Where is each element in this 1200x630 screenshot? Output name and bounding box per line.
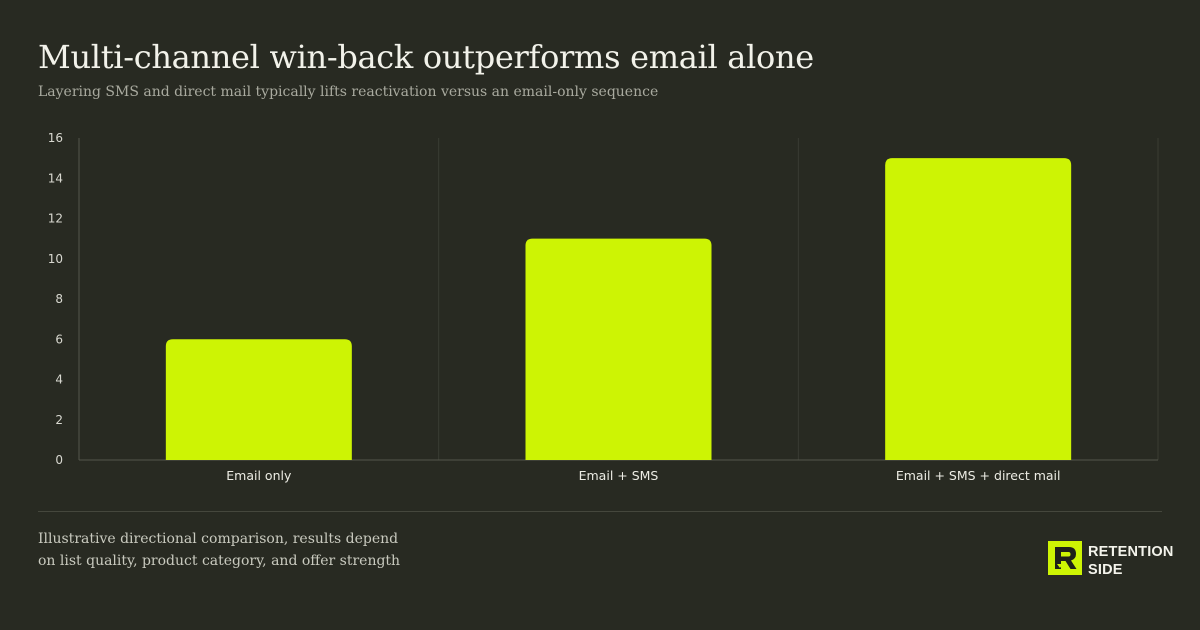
bar bbox=[525, 238, 712, 460]
y-tick-label: 2 bbox=[55, 413, 63, 427]
y-tick-label: 6 bbox=[55, 332, 63, 346]
x-tick-label: Email + SMS + direct mail bbox=[896, 468, 1061, 483]
y-tick-label: 16 bbox=[48, 131, 63, 145]
x-tick-label: Email only bbox=[226, 468, 292, 483]
y-tick-label: 0 bbox=[55, 453, 63, 467]
brand-name-line1: RETENTION bbox=[1088, 543, 1174, 560]
chart-subtitle: Layering SMS and direct mail typically l… bbox=[38, 84, 659, 100]
footnote: Illustrative directional comparison, res… bbox=[38, 531, 401, 569]
y-tick-label: 10 bbox=[48, 252, 63, 266]
retention-side-logo-icon bbox=[1048, 541, 1082, 580]
y-tick-label: 8 bbox=[55, 292, 63, 306]
footer-divider bbox=[38, 511, 1162, 512]
y-tick-label: 14 bbox=[48, 171, 63, 185]
y-tick-label: 4 bbox=[55, 373, 63, 387]
brand-logo: RETENTION SIDE bbox=[1048, 541, 1174, 580]
brand-name-line2: SIDE bbox=[1088, 561, 1123, 578]
x-tick-label: Email + SMS bbox=[579, 468, 659, 483]
chart-title: Multi-channel win-back outperforms email… bbox=[38, 38, 814, 76]
bar bbox=[885, 158, 1072, 460]
y-tick-label: 12 bbox=[48, 212, 63, 226]
bar bbox=[165, 339, 352, 460]
bar-chart: 0 2 4 6 8 10 12 14 16 Email only Email + SMS Email … bbox=[48, 131, 1159, 483]
